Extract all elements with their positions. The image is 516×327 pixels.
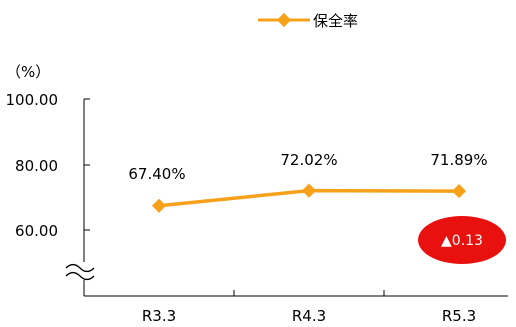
change-badge-label: ▲0.13	[441, 233, 483, 249]
change-badge-ellipse	[418, 216, 506, 264]
legend: 保全率	[258, 12, 358, 30]
x-tick-label: R5.3	[442, 307, 476, 325]
data-point	[151, 198, 167, 213]
axis-break-icon	[65, 263, 95, 281]
data-label: 71.89%	[430, 151, 487, 169]
y-unit-label: （%）	[6, 63, 50, 81]
data-point	[451, 184, 467, 199]
data-point	[301, 183, 317, 198]
y-tick-label: 80.00	[15, 157, 58, 175]
legend-label: 保全率	[313, 12, 358, 30]
x-tick-label: R4.3	[292, 307, 326, 325]
data-label: 72.02%	[280, 151, 337, 169]
legend-diamond-marker	[276, 12, 292, 28]
y-tick-label: 60.00	[15, 222, 58, 240]
y-tick-label: 100.00	[6, 91, 59, 109]
data-label: 67.40%	[128, 165, 185, 183]
change-badge: ▲0.13	[418, 216, 506, 264]
x-tick-label: R3.3	[142, 307, 176, 325]
